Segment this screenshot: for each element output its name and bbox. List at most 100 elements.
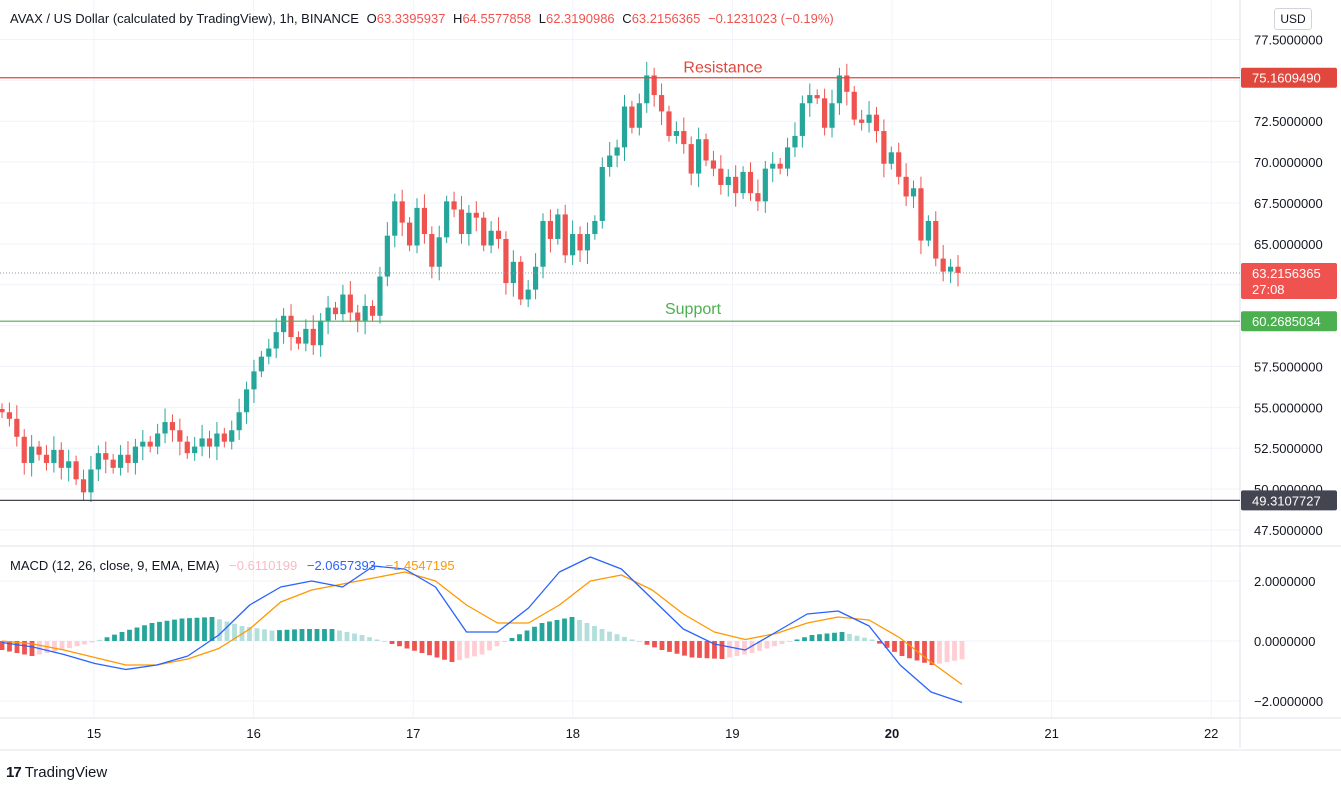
candle-body [155,433,161,447]
macd-histogram-bar [22,641,27,655]
macd-histogram-bar [629,639,635,641]
candle-body [681,131,687,145]
price-tick-label: 52.5000000 [1254,441,1323,456]
macd-histogram-bar [652,641,657,648]
macd-histogram-bar [554,620,560,641]
resistance-label: Resistance [683,60,762,77]
candle-body [599,167,605,221]
macd-histogram-bar [862,637,867,641]
macd-histogram-bar [352,633,357,641]
candle-body [740,171,746,194]
macd-histogram-bar [52,641,57,652]
time-tick-label: 21 [1044,726,1058,741]
macd-histogram-bar [929,641,935,665]
candle-body [577,234,583,251]
last-price-badge [1241,263,1337,300]
macd-histogram-bar [224,621,230,641]
macd-histogram-bar [599,629,605,641]
macd-histogram-bar [344,632,350,641]
candle-body [214,433,220,447]
candle-body [392,201,398,236]
candle-body [88,469,94,493]
macd-histogram-bar [592,626,597,641]
candle-body [58,449,64,468]
macd-histogram-bar [922,641,927,663]
candle-body [532,266,539,290]
macd-histogram-bar [0,641,5,650]
macd-histogram-bar [824,633,830,641]
candle-body [199,438,205,447]
macd-histogram-bar [839,632,845,641]
candle-body [295,337,302,344]
macd-histogram-bar [869,639,875,641]
macd-histogram-bar [419,641,425,653]
macd-histogram-value: −0.6110199 [229,558,298,573]
candle-body [673,131,679,136]
candle-body [762,168,768,202]
macd-histogram-bar [119,632,125,641]
macd-histogram-bar [374,639,380,641]
candle-body [584,234,591,251]
low-value: 62.3190986 [545,11,615,26]
macd-histogram-bar [247,627,252,641]
macd-histogram-bar [307,629,312,641]
support-price-badge-text: 60.2685034 [1252,314,1321,329]
candle-body [792,135,798,148]
candle-body [540,220,546,267]
macd-histogram-bar [517,634,522,641]
candle-body [229,430,235,442]
price-tick-label: 67.5000000 [1254,196,1323,211]
candle-body [525,289,531,300]
time-tick-label: 18 [566,726,580,741]
macd-histogram-bar [487,641,492,651]
candle-body [95,453,101,470]
macd-histogram-bar [877,641,882,644]
macd-histogram-bar [802,637,807,641]
macd-histogram-bar [757,641,762,651]
macd-histogram-bar [142,625,147,641]
candle-body [955,266,961,273]
macd-histogram-bar [127,629,132,641]
macd-histogram-bar [952,641,957,661]
candle-body [377,276,383,316]
macd-histogram-bar [772,641,777,647]
macd-histogram-bar [14,641,20,653]
macd-histogram-bar [389,641,395,644]
currency-button[interactable]: USD [1274,8,1312,30]
macd-histogram-bar [644,641,650,645]
macd-histogram-bar [614,634,620,641]
candle-body [66,461,72,468]
candle-body [117,454,124,468]
macd-histogram-bar [179,618,185,641]
candle-body [192,446,198,454]
macd-histogram-bar [727,641,732,658]
candle-body [132,446,138,463]
macd-histogram-bar [292,629,297,641]
candle-body [29,446,35,463]
macd-histogram-bar [749,641,755,653]
candle-body [362,305,368,321]
macd-histogram-bar [787,641,792,642]
tradingview-brand[interactable]: 17 TradingView [6,764,107,781]
candle-body [644,75,650,104]
macd-histogram-bar [367,637,372,641]
candle-body [36,446,42,455]
candle-body [444,201,450,238]
candle-body [243,389,250,413]
candle-body [325,307,331,321]
candle-body [925,220,931,241]
candle-body [266,348,272,357]
macd-histogram-bar [427,641,432,656]
macd-histogram-bar [359,635,365,641]
macd-histogram-bar [329,629,335,641]
candle-body [288,315,294,338]
candle-body [629,106,635,128]
support-label: Support [665,301,722,318]
candle-body [429,234,435,267]
last-price-badge-text: 63.2156365 [1252,266,1321,281]
candle-body [510,261,516,284]
macd-histogram-bar [854,635,860,641]
candle-body [770,163,776,169]
price-tick-label: 77.5000000 [1254,32,1323,47]
